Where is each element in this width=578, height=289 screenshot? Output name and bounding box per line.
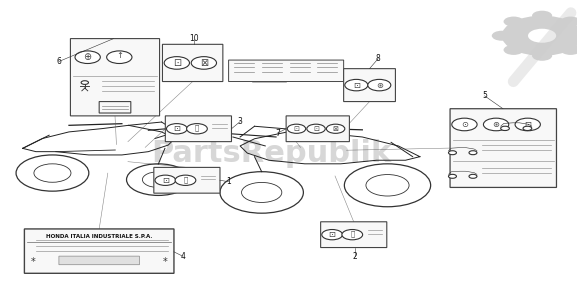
Circle shape xyxy=(342,229,362,240)
Text: 4: 4 xyxy=(180,252,185,261)
FancyBboxPatch shape xyxy=(344,69,395,101)
Circle shape xyxy=(307,124,325,133)
Text: ⊡: ⊡ xyxy=(313,126,319,132)
Circle shape xyxy=(523,126,532,131)
Circle shape xyxy=(469,151,477,155)
Circle shape xyxy=(532,51,552,61)
FancyBboxPatch shape xyxy=(99,101,131,113)
Text: ↑: ↑ xyxy=(116,51,123,60)
Circle shape xyxy=(528,29,556,43)
Circle shape xyxy=(166,124,187,134)
Text: ⊡: ⊡ xyxy=(353,81,360,90)
Circle shape xyxy=(155,175,176,186)
Text: 10: 10 xyxy=(189,34,199,43)
Text: ⊛: ⊛ xyxy=(376,81,383,90)
Text: ⊛: ⊛ xyxy=(492,120,499,129)
Circle shape xyxy=(366,175,409,196)
Text: PartsRepublik: PartsRepublik xyxy=(151,139,392,168)
FancyBboxPatch shape xyxy=(229,60,344,81)
Circle shape xyxy=(503,45,524,55)
Text: 5: 5 xyxy=(482,91,487,100)
Text: ⊙: ⊙ xyxy=(461,120,468,129)
Text: 8: 8 xyxy=(376,54,380,63)
Circle shape xyxy=(532,11,552,21)
Circle shape xyxy=(142,172,174,188)
Circle shape xyxy=(501,126,509,131)
Circle shape xyxy=(561,45,578,55)
Text: 3: 3 xyxy=(238,117,243,126)
Circle shape xyxy=(502,16,578,56)
Circle shape xyxy=(469,174,477,178)
Circle shape xyxy=(449,151,457,155)
Text: *: * xyxy=(163,257,168,267)
Circle shape xyxy=(515,118,540,131)
Text: ⊡: ⊡ xyxy=(173,58,181,68)
Circle shape xyxy=(242,182,282,203)
Text: 2: 2 xyxy=(353,252,358,261)
Circle shape xyxy=(164,57,190,69)
Circle shape xyxy=(449,174,457,178)
Circle shape xyxy=(16,155,89,191)
Circle shape xyxy=(322,229,343,240)
Circle shape xyxy=(75,51,101,64)
Circle shape xyxy=(34,164,71,182)
Circle shape xyxy=(175,175,196,186)
Text: HONDA ITALIA INDUSTRIALE S.P.A.: HONDA ITALIA INDUSTRIALE S.P.A. xyxy=(46,234,153,240)
Circle shape xyxy=(187,124,208,134)
FancyBboxPatch shape xyxy=(24,229,174,273)
FancyBboxPatch shape xyxy=(162,44,223,81)
FancyBboxPatch shape xyxy=(71,39,160,116)
Text: 6: 6 xyxy=(57,57,61,66)
FancyBboxPatch shape xyxy=(165,116,231,142)
Circle shape xyxy=(191,57,217,69)
Circle shape xyxy=(483,118,509,131)
Text: 🔒: 🔒 xyxy=(183,176,188,183)
Circle shape xyxy=(572,31,578,41)
Circle shape xyxy=(344,164,431,207)
Text: 🔒: 🔒 xyxy=(350,231,354,237)
Text: ⊡: ⊡ xyxy=(162,176,169,185)
FancyBboxPatch shape xyxy=(59,256,139,265)
Text: 1: 1 xyxy=(226,177,231,186)
Text: *: * xyxy=(31,257,35,267)
Text: ⊡: ⊡ xyxy=(294,126,299,132)
FancyBboxPatch shape xyxy=(450,109,557,188)
Text: ⊡: ⊡ xyxy=(524,120,531,129)
FancyBboxPatch shape xyxy=(286,116,349,142)
Circle shape xyxy=(452,118,477,131)
Circle shape xyxy=(127,164,190,195)
Text: 7: 7 xyxy=(275,129,280,138)
Text: ⊡: ⊡ xyxy=(173,124,180,133)
Circle shape xyxy=(345,79,368,91)
Circle shape xyxy=(368,79,391,91)
Text: ⊠: ⊠ xyxy=(333,126,339,132)
Circle shape xyxy=(492,31,512,41)
Text: ⊡: ⊡ xyxy=(329,230,336,239)
Circle shape xyxy=(81,81,88,84)
FancyBboxPatch shape xyxy=(154,167,220,193)
Circle shape xyxy=(287,124,306,133)
Circle shape xyxy=(107,51,132,64)
FancyBboxPatch shape xyxy=(321,222,387,248)
Circle shape xyxy=(561,16,578,27)
Text: ⊕: ⊕ xyxy=(84,52,92,62)
Text: ⊠: ⊠ xyxy=(200,58,208,68)
Circle shape xyxy=(503,16,524,27)
Circle shape xyxy=(220,172,303,213)
Text: 🔒: 🔒 xyxy=(195,125,199,131)
Circle shape xyxy=(327,124,345,133)
